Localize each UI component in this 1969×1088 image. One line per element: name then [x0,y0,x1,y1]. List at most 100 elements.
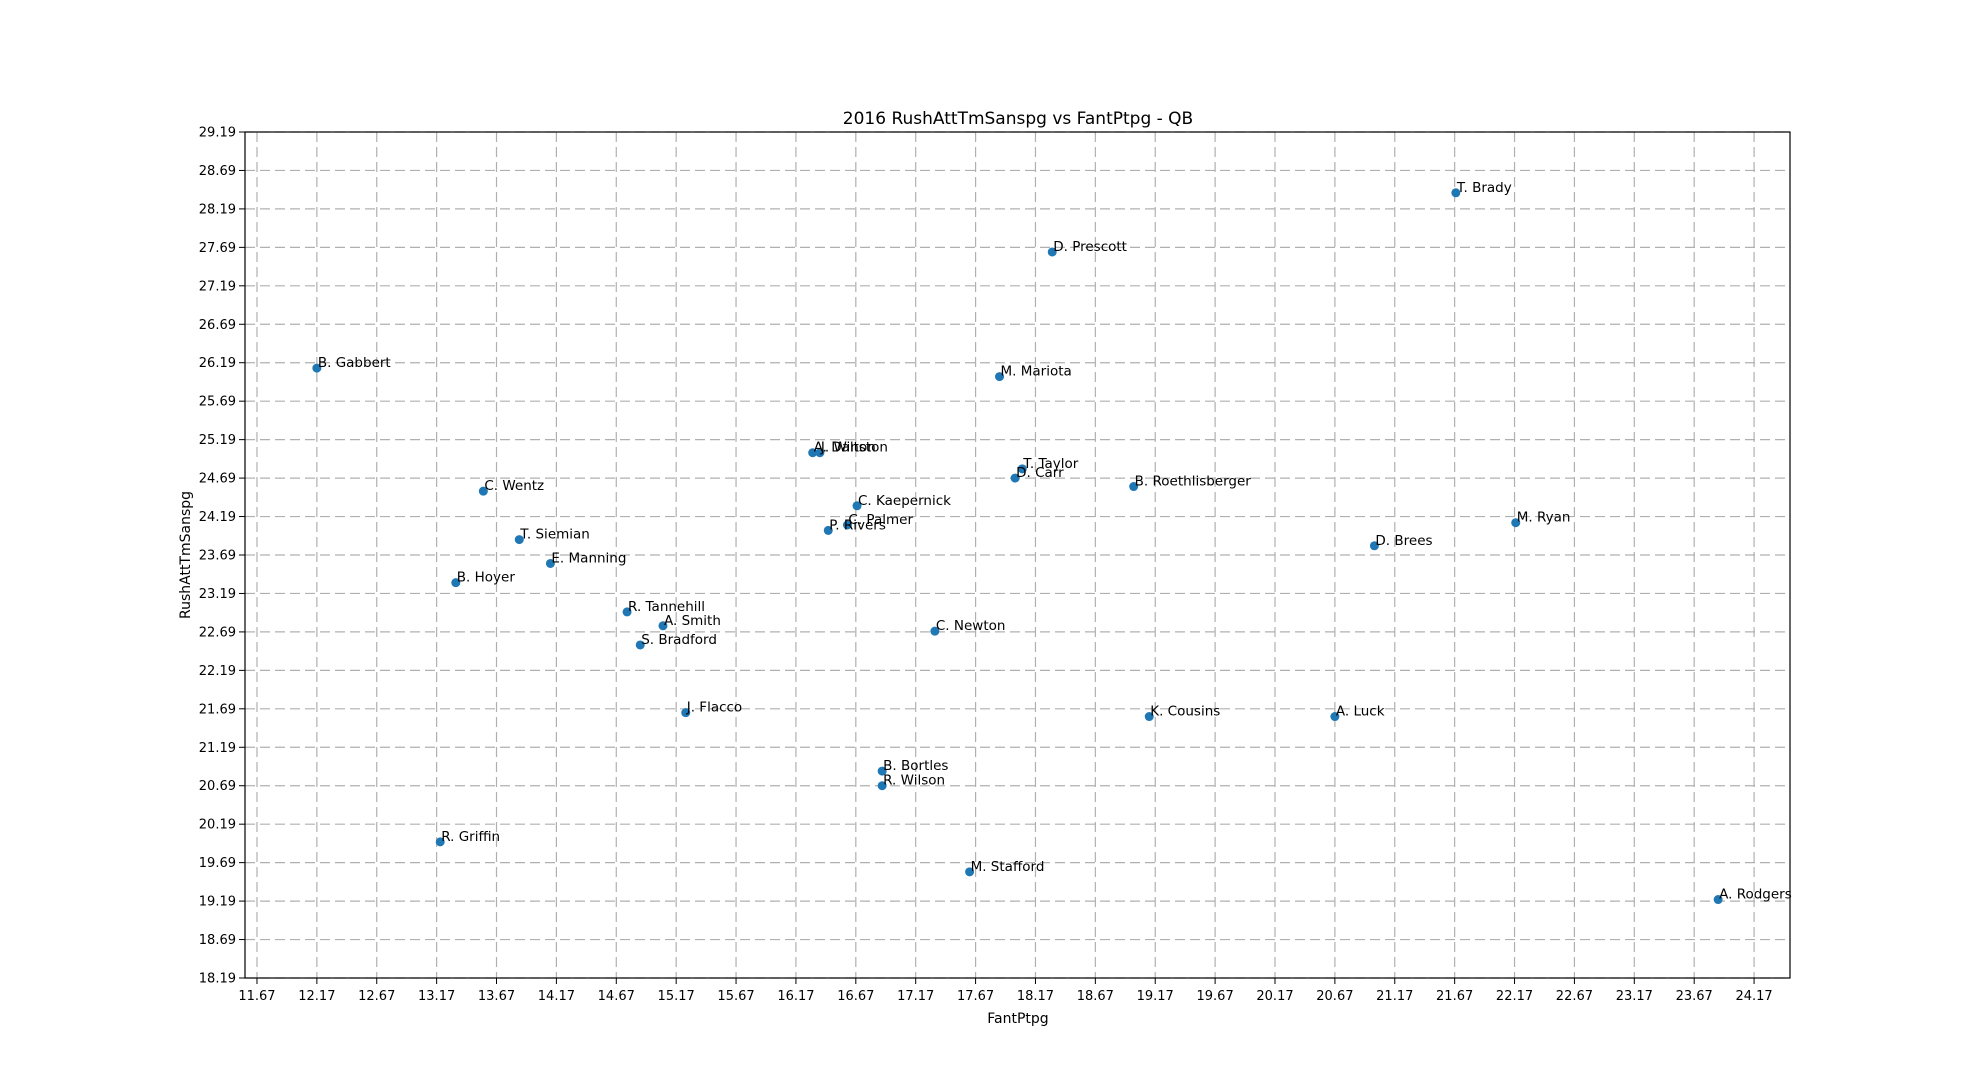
point-label: T. Brady [1456,180,1512,196]
x-tick-label: 14.17 [538,989,575,1004]
point-label: M. Ryan [1517,510,1571,526]
y-tick-label: 25.69 [199,395,236,410]
x-tick-label: 20.17 [1256,989,1293,1004]
y-tick-label: 18.19 [199,972,236,987]
point-label: A. Dalton [814,440,876,456]
y-tick-label: 27.69 [199,241,236,256]
x-tick-label: 15.67 [717,989,754,1004]
data-point [435,837,445,847]
data-point [1330,712,1340,722]
y-tick-label: 26.19 [199,356,236,371]
y-tick-label: 20.19 [199,818,236,833]
y-tick-label: 23.69 [199,549,236,564]
x-axis-label: FantPtpg [987,1011,1048,1027]
point-label: S. Bradford [641,632,717,648]
data-point [842,520,852,530]
chart-title: 2016 RushAttTmSanspg vs FantPtpg - QB [843,109,1193,129]
data-point [681,708,691,718]
x-tick-label: 23.67 [1676,989,1713,1004]
point-label: M. Mariota [1001,364,1072,380]
data-point [635,640,645,650]
data-point [1047,247,1057,257]
y-tick-label: 24.69 [199,472,236,487]
data-point [823,525,833,535]
y-tick-label: 25.19 [199,433,236,448]
data-point [514,535,524,545]
data-point [1010,473,1020,483]
x-tick-label: 22.17 [1496,989,1533,1004]
point-label: C. Palmer [848,512,913,528]
point-label: R. Tannehill [628,599,705,615]
point-label: A. Rodgers [1719,887,1792,903]
y-tick-label: 26.69 [199,318,236,333]
y-tick-label: 21.19 [199,741,236,756]
x-tick-label: 11.67 [238,989,275,1004]
x-tick-label: 20.67 [1316,989,1353,1004]
y-axis-label: RushAttTmSanspg [178,491,194,619]
data-point [451,578,461,588]
data-point [312,363,322,373]
point-label: B. Gabbert [318,355,391,371]
point-label: A. Luck [1336,704,1385,720]
x-tick-label: 16.67 [837,989,874,1004]
point-label: T. Siemian [519,527,590,543]
data-points [312,188,1723,905]
data-point [545,558,555,568]
point-label: T. Taylor [1022,456,1079,472]
point-label: B. Roethlisberger [1135,474,1252,490]
y-tick-label: 29.19 [199,126,236,141]
y-tick-label: 27.19 [199,279,236,294]
x-tick-label: 23.17 [1616,989,1653,1004]
point-label: K. Cousins [1150,704,1220,720]
y-tick-label: 24.19 [199,510,236,525]
x-tick-label: 12.67 [358,989,395,1004]
x-tick-label: 14.67 [598,989,635,1004]
point-label: R. Griffin [441,829,500,845]
point-label: A. Smith [664,613,721,629]
y-tick-label: 19.19 [199,895,236,910]
data-point [877,781,887,791]
point-label: D. Carr [1016,465,1064,481]
x-tick-label: 22.67 [1556,989,1593,1004]
data-point [478,486,488,496]
point-labels: T. Brady D. Prescott B. Gabbert M. Mariota A… [318,180,1792,903]
x-tick-label: 17.17 [897,989,934,1004]
y-tick-label: 18.69 [199,933,236,948]
data-point [658,621,668,631]
x-tick-label: 17.67 [957,989,994,1004]
point-label: E. Manning [551,550,626,566]
data-point [1451,188,1461,198]
point-label: R. Wilson [883,773,945,789]
x-tick-label: 24.17 [1735,989,1772,1004]
data-point [815,448,825,458]
y-tick-label: 22.19 [199,664,236,679]
data-point [1144,712,1154,722]
x-tick-label: 19.17 [1137,989,1174,1004]
plot-frame [244,131,1791,979]
x-tick-label: 16.17 [777,989,814,1004]
x-tick-label: 21.17 [1376,989,1413,1004]
data-point [930,626,940,636]
data-point [1129,482,1139,492]
data-point [995,372,1005,382]
point-label: D. Prescott [1053,239,1127,255]
x-tick-label: 15.17 [658,989,695,1004]
y-tick-label: 22.69 [199,625,236,640]
data-point [965,867,975,877]
data-point [622,607,632,617]
point-label: C. Kaepernick [858,493,951,509]
point-label: J. Flacco [686,700,742,716]
point-label: C. Wentz [484,478,544,494]
point-label: P. Rivers [829,517,886,533]
data-point [1017,464,1027,474]
x-tick-label: 12.17 [298,989,335,1004]
y-tick-label: 21.69 [199,702,236,717]
x-tick-label: 21.67 [1436,989,1473,1004]
y-tick-label: 23.19 [199,587,236,602]
point-label: C. Newton [936,618,1006,634]
y-tick-label: 28.19 [199,202,236,217]
data-point [808,448,818,458]
x-tick-label: 18.17 [1017,989,1054,1004]
y-axis-ticks: 18.19 18.69 19.19 19.69 20.19 20.69 21.19 21.69… [199,126,245,987]
